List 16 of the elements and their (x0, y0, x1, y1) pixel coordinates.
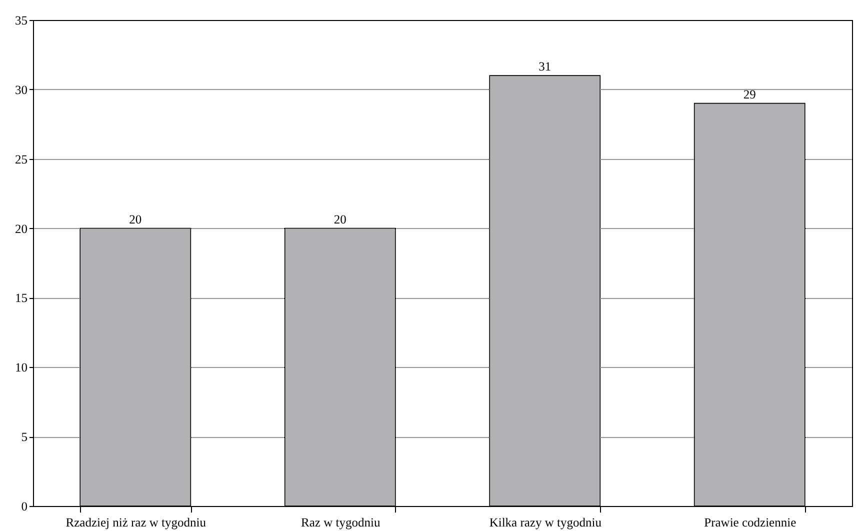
x-tick-label: Raz w tygodniu (301, 516, 381, 530)
y-tick-label: 15 (15, 291, 28, 306)
data-label: 31 (538, 60, 552, 74)
y-tick-label: 35 (15, 14, 28, 28)
x-tick-label: Prawie codziennie (704, 516, 797, 530)
y-tick-label: 30 (15, 82, 28, 97)
y-tick-label: 10 (15, 360, 28, 375)
data-label: 20 (129, 212, 142, 226)
y-tick-label: 5 (21, 430, 28, 444)
data-label: 29 (743, 87, 756, 102)
y-tick-label: 20 (15, 222, 28, 236)
data-label: 20 (334, 212, 346, 226)
x-tick-label: Rzadziej niż raz w tygodniu (66, 516, 207, 530)
x-tick-label: Kilka razy w tygodniu (489, 516, 602, 530)
y-tick-label: 25 (15, 152, 28, 166)
y-tick-label: 0 (21, 500, 28, 514)
